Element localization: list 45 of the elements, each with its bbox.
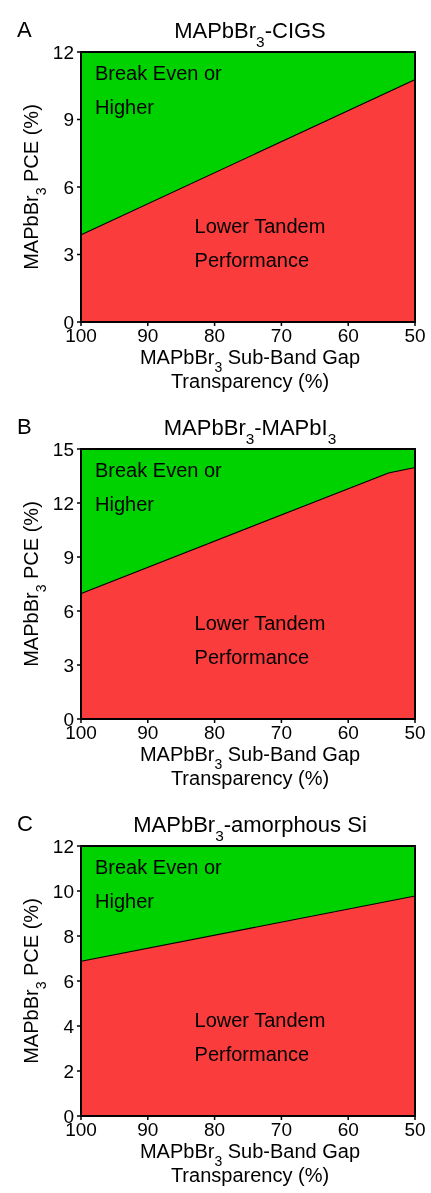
series-label: Break Even or Higher <box>95 856 223 912</box>
y-tick-label: 12 <box>52 492 74 514</box>
y-tick-label: 10 <box>52 880 74 902</box>
series-label: Lower Tandem Performance <box>194 611 326 668</box>
y-tick-label: 3 <box>63 654 74 676</box>
x-tick-label: 80 <box>204 722 226 743</box>
x-tick-label: 90 <box>137 722 159 743</box>
x-tick-label: 50 <box>404 722 426 743</box>
y-tick-label: 6 <box>63 600 74 622</box>
chart-title: MAPbBr$_{3}$-CIGS <box>174 18 326 50</box>
y-tick-label: 12 <box>52 41 74 63</box>
text: A <box>17 17 32 42</box>
x-tick-label: 90 <box>137 1119 159 1140</box>
chart-title: MAPbBr$_{3}$-MAPbI$_{3}$ <box>163 415 337 447</box>
x-axis-title: MAPbBr$_{3}$ Sub-Band Gap Transparency (%) <box>139 346 361 392</box>
series-label: Lower Tandem Performance <box>194 214 326 271</box>
x-tick-label: 70 <box>270 325 292 346</box>
x-tick-label: 80 <box>204 325 226 346</box>
y-tick-label: 3 <box>63 244 74 266</box>
y-tick-label: 8 <box>63 925 74 947</box>
y-tick-label: 4 <box>63 1015 75 1037</box>
x-tick-label: 50 <box>404 325 426 346</box>
series-label: Break Even or Higher <box>95 459 223 515</box>
y-tick-label: 9 <box>63 109 74 131</box>
chart-title: MAPbBr$_{3}$-amorphous Si <box>133 812 367 844</box>
y-tick-label: 6 <box>63 176 74 198</box>
x-tick-label: 70 <box>270 722 292 743</box>
x-tick-label: 60 <box>337 722 359 743</box>
x-tick-label: 60 <box>337 1119 359 1140</box>
y-tick-label: 2 <box>63 1060 74 1082</box>
x-tick-label: 80 <box>204 1119 226 1140</box>
series-label: Break Even or Higher <box>95 62 223 118</box>
x-axis-title: MAPbBr$_{3}$ Sub-Band Gap Transparency (%) <box>139 743 361 789</box>
text: B <box>17 414 32 439</box>
y-tick-label: 12 <box>52 835 74 857</box>
x-tick-label: 90 <box>137 325 159 346</box>
y-tick-label: 15 <box>52 438 74 460</box>
text: C <box>17 811 33 836</box>
x-tick-label: 70 <box>270 1119 292 1140</box>
x-axis-title: MAPbBr$_{3}$ Sub-Band Gap Transparency (%) <box>139 1140 361 1186</box>
series-label: Lower Tandem Performance <box>194 1008 326 1065</box>
y-tick-label: 9 <box>63 546 74 568</box>
x-tick-label: 60 <box>337 325 359 346</box>
x-tick-label: 50 <box>404 1119 426 1140</box>
y-tick-label: 6 <box>63 970 74 992</box>
